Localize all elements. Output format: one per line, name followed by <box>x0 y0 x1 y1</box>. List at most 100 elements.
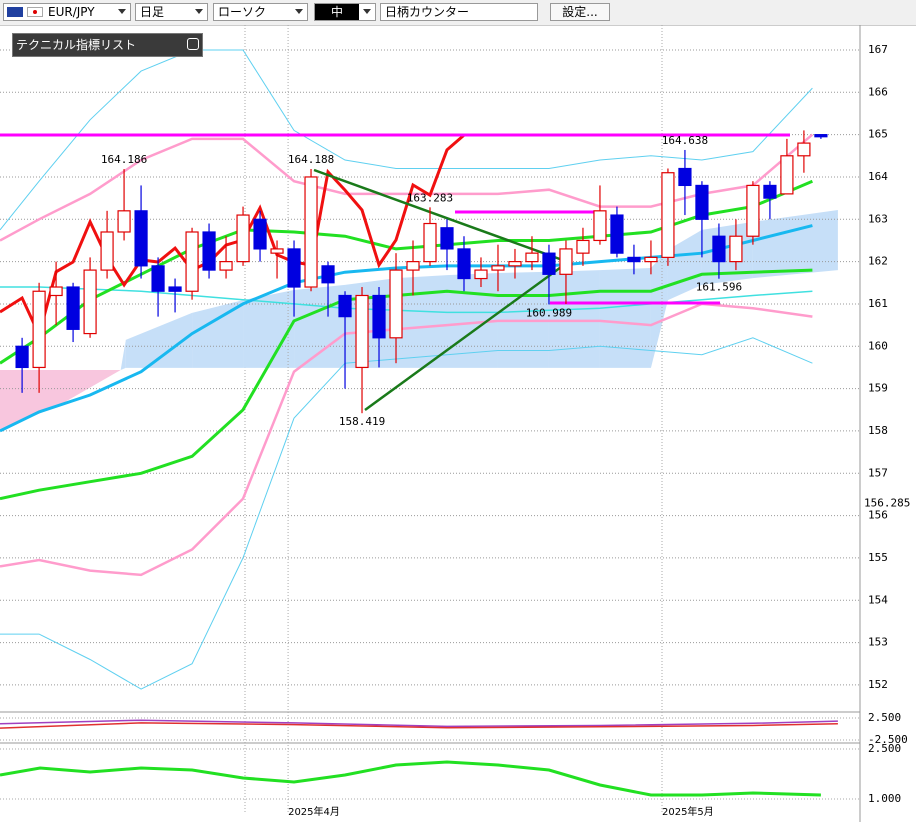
candle-body <box>219 261 233 271</box>
panel-tick-label: -2.500 <box>868 733 908 746</box>
cloud-segment <box>0 369 60 431</box>
candle-body <box>593 210 607 242</box>
candle-body <box>236 214 250 263</box>
candle-body <box>695 184 709 220</box>
trend-line <box>313 168 569 264</box>
panel-line <box>0 719 838 728</box>
size-select[interactable]: 中 <box>314 3 376 21</box>
candle-body <box>525 252 539 263</box>
cloud-segment <box>59 369 121 406</box>
indicator-line <box>0 49 813 231</box>
size: 中 <box>315 4 359 20</box>
style: ローソク <box>218 5 267 19</box>
candle-body <box>763 184 777 199</box>
cloud-segment <box>120 339 126 370</box>
y-tick-label: 158 <box>868 424 888 437</box>
candle-body <box>270 248 284 254</box>
flag-eu <box>7 7 23 17</box>
x-tick-label: 2025年4月 <box>288 805 340 818</box>
indicator-line <box>0 133 465 340</box>
candle-body <box>797 142 811 157</box>
candle-body <box>610 214 624 254</box>
candle-body <box>185 231 199 292</box>
candle-body <box>729 235 743 263</box>
candle-body <box>66 286 80 330</box>
candle-body <box>83 269 97 335</box>
y-tick-label: 157 <box>868 466 888 479</box>
candle-body <box>15 345 29 369</box>
cloud-segment <box>294 284 346 368</box>
candle-body <box>117 210 131 233</box>
y-tick-label: 155 <box>868 551 888 564</box>
y-tick-label: 165 <box>868 128 888 141</box>
panel-tick-label: 2.500 <box>868 742 901 755</box>
panel-tick-label: 1.000 <box>868 792 901 805</box>
candle-body <box>168 286 182 292</box>
indicator-line <box>0 337 813 690</box>
price-label: 158.419 <box>339 415 385 428</box>
cloud-segment <box>345 278 397 368</box>
candle-body <box>440 227 454 250</box>
candle-body <box>712 235 726 263</box>
price-label: 163.283 <box>407 191 453 204</box>
counter-field[interactable]: 日柄カウンター <box>380 3 538 21</box>
candle-body <box>644 256 658 263</box>
cloud-segment <box>192 300 244 368</box>
candle-body <box>576 239 590 254</box>
candle-body <box>304 176 318 288</box>
y-tick-label: 160 <box>868 339 888 352</box>
candle-body <box>406 261 420 271</box>
period-select[interactable]: 日足 <box>135 3 208 21</box>
counter: 日柄カウンター <box>385 5 470 19</box>
y-tick-label: 167 <box>868 43 888 56</box>
y-tick-label: 163 <box>868 212 888 225</box>
panel-tick-label: 2.500 <box>868 711 901 724</box>
candle-body <box>253 218 267 250</box>
candle-body <box>746 184 760 237</box>
candle-body <box>661 172 675 258</box>
y-tick-label: 161 <box>868 297 888 310</box>
trend-line <box>364 260 569 412</box>
candle-body <box>678 167 692 187</box>
candle-body <box>780 155 794 195</box>
price-label: 164.638 <box>662 134 708 147</box>
candle-body <box>474 269 488 280</box>
y-tick-label: 153 <box>868 636 888 649</box>
candle-body <box>372 294 386 339</box>
indicator-list-label: テクニカル指標リスト <box>16 38 137 52</box>
candle-body <box>389 269 403 339</box>
style-select[interactable]: ローソク <box>213 3 308 21</box>
candle-body <box>151 265 165 292</box>
cloud-segment <box>125 312 193 368</box>
symbol: EUR/JPY <box>48 5 95 19</box>
period: 日足 <box>140 5 165 19</box>
candle-body <box>355 294 369 369</box>
price-label: 161.596 <box>696 281 742 294</box>
y-tick-label: 166 <box>868 85 888 98</box>
settings-button[interactable]: 設定... <box>550 3 610 21</box>
candle-body <box>627 256 641 263</box>
collapse-icon[interactable] <box>187 38 199 50</box>
symbol-select[interactable]: EUR/JPY <box>3 3 131 21</box>
candle-body <box>491 265 505 271</box>
cloud-segment <box>396 275 447 368</box>
candle-body <box>134 210 148 267</box>
y-tick-label: 164 <box>868 170 888 183</box>
panel-line <box>0 760 821 797</box>
cloud-segment <box>446 273 498 368</box>
candle-body <box>32 290 46 369</box>
candle-body <box>423 222 437 263</box>
flag-jp <box>27 7 43 17</box>
x-tick-label: 2025年5月 <box>662 805 714 818</box>
y-tick-label: 152 <box>868 678 888 691</box>
candle-body <box>338 294 352 318</box>
price-label: 160.989 <box>526 306 572 319</box>
candle-body <box>49 286 63 297</box>
indicator-list[interactable]: テクニカル指標リスト <box>12 33 203 57</box>
candle-body <box>814 134 828 138</box>
candle-body <box>559 248 573 275</box>
price-marker: 156.285 <box>864 497 910 510</box>
y-tick-label: 156 <box>868 509 888 522</box>
